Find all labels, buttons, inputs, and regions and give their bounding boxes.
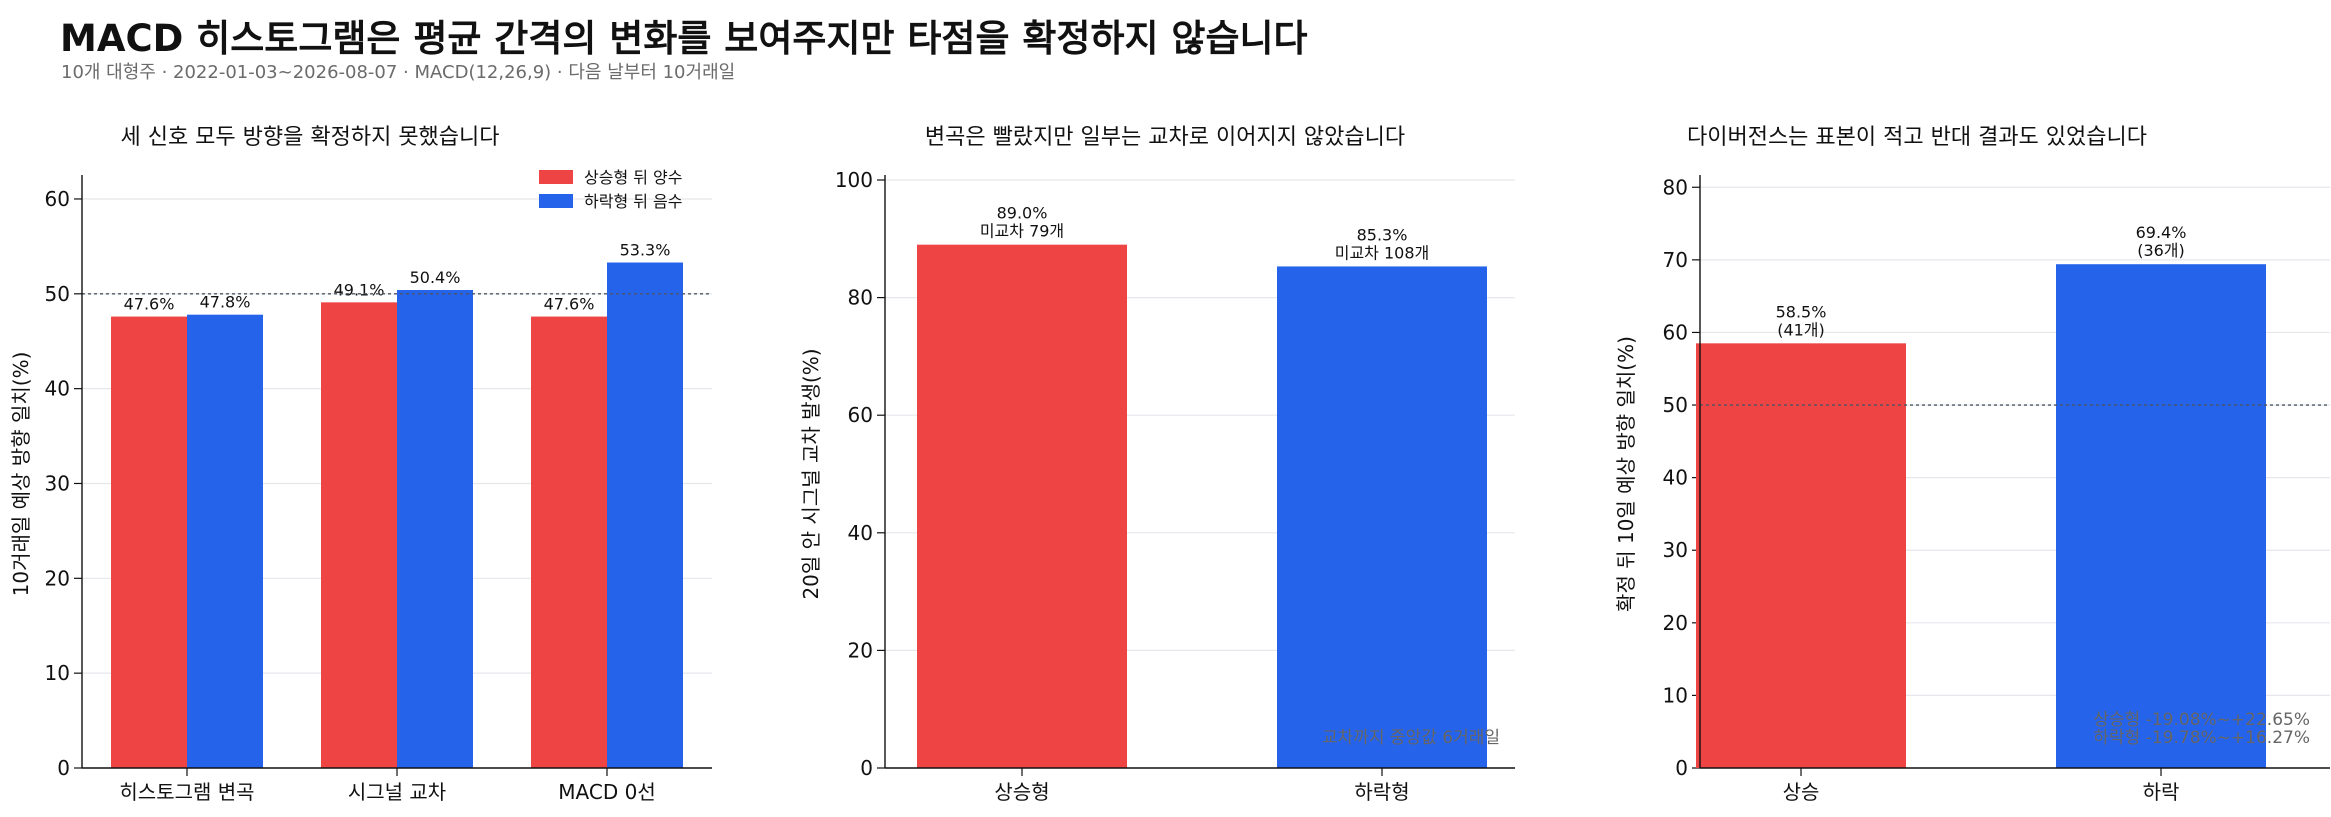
- panel-title: 다이버전스는 표본이 적고 반대 결과도 있었습니다: [1687, 125, 2147, 150]
- data-label: 49.1%: [334, 280, 385, 299]
- panel-cross-occurrence: 변곡은 빨랐지만 일부는 교차로 이어지지 않았습니다 0 20 40 60 80 100 2…: [799, 125, 1515, 804]
- y-tick-label: 50: [1663, 393, 1688, 417]
- panel-title: 세 신호 모두 방향을 확정하지 못했습니다: [120, 125, 499, 150]
- category-label: MACD 0선: [558, 780, 655, 804]
- y-tick-label: 30: [1663, 538, 1688, 562]
- bar-down: [397, 290, 473, 768]
- y-tick-label: 40: [1663, 466, 1688, 490]
- bar-down: [187, 314, 263, 768]
- data-label: 58.5%: [1776, 302, 1827, 321]
- panel-title: 변곡은 빨랐지만 일부는 교차로 이어지지 않았습니다: [925, 125, 1405, 150]
- y-tick-label: 30: [45, 471, 70, 495]
- category-label: 하락: [2143, 780, 2180, 804]
- bar-up: [111, 316, 187, 768]
- bar-up: [917, 244, 1127, 768]
- data-label: 89.0%: [997, 204, 1048, 223]
- legend-label: 하락형 뒤 음수: [584, 192, 683, 211]
- legend-swatch: [539, 194, 573, 208]
- bar-up: [321, 302, 397, 768]
- y-tick-label: 0: [57, 756, 70, 780]
- y-tick-label: 80: [848, 286, 873, 310]
- panel-direction-by-signal: 세 신호 모두 방향을 확정하지 못했습니다 0 10 20 30 40 50 60 10거래일…: [9, 125, 712, 804]
- y-tick-label: 20: [848, 638, 873, 662]
- y-tick-label: 10: [45, 661, 70, 685]
- bar-up: [531, 316, 607, 768]
- y-tick-label: 0: [860, 756, 873, 780]
- y-tick-label: 60: [1663, 320, 1688, 344]
- data-label-detail: 미교차 108개: [1335, 243, 1430, 262]
- category-label: 시그널 교차: [348, 780, 446, 804]
- page-title: MACD 히스토그램은 평균 간격의 변화를 보여주지만 타점을 확정하지 않습…: [60, 17, 1308, 60]
- y-tick-label: 40: [848, 521, 873, 545]
- y-axis-label: 20일 안 시그널 교차 발생(%): [799, 348, 823, 599]
- category-label: 상승형: [994, 780, 1049, 804]
- data-label: 69.4%: [2136, 223, 2187, 242]
- annotation-line: 하락형 -19.78%~+16.27%: [2093, 728, 2310, 748]
- data-label: 47.8%: [200, 293, 251, 312]
- y-tick-label: 40: [45, 377, 70, 401]
- y-tick-label: 50: [45, 282, 70, 306]
- y-axis-label: 10거래일 예상 방향 일치(%): [9, 352, 33, 597]
- data-label: 47.6%: [544, 295, 595, 314]
- y-tick-label: 20: [1663, 611, 1688, 635]
- legend-label: 상승형 뒤 양수: [584, 168, 683, 187]
- annotation-line: 상승형 -19.08%~+22.65%: [2093, 710, 2310, 730]
- data-label-detail: 미교차 79개: [980, 222, 1064, 241]
- annotation: 교차까지 중앙값 6거래일: [1322, 728, 1500, 748]
- page-subtitle: 10개 대형주 · 2022-01-03~2026-08-07 · MACD(1…: [61, 62, 736, 83]
- category-label: 하락형: [1354, 780, 1409, 804]
- y-tick-label: 60: [45, 187, 70, 211]
- y-tick-label: 60: [848, 403, 873, 427]
- data-label: 85.3%: [1357, 225, 1408, 244]
- bar-up: [1696, 343, 1906, 768]
- data-label-detail: (36개): [2137, 241, 2185, 260]
- y-tick-label: 20: [45, 566, 70, 590]
- y-tick-label: 80: [1663, 175, 1688, 199]
- data-label: 53.3%: [620, 241, 671, 260]
- category-label: 상승: [1783, 780, 1820, 804]
- y-tick-label: 10: [1663, 683, 1688, 707]
- data-label: 47.6%: [124, 295, 175, 314]
- bar-down: [2056, 264, 2266, 768]
- category-label: 히스토그램 변곡: [119, 780, 254, 804]
- y-axis-label: 확정 뒤 10일 예상 방향 일치(%): [1614, 336, 1638, 612]
- legend-swatch: [539, 170, 573, 184]
- panel-divergence: 다이버전스는 표본이 적고 반대 결과도 있었습니다 0 10 20 30 40 50 60 7…: [1614, 125, 2330, 804]
- bar-down: [607, 262, 683, 768]
- y-tick-label: 70: [1663, 248, 1688, 272]
- y-tick-label: 0: [1675, 756, 1688, 780]
- data-label: 50.4%: [410, 268, 461, 287]
- bar-down: [1277, 266, 1487, 768]
- y-tick-label: 100: [835, 168, 873, 192]
- data-label-detail: (41개): [1777, 320, 1825, 339]
